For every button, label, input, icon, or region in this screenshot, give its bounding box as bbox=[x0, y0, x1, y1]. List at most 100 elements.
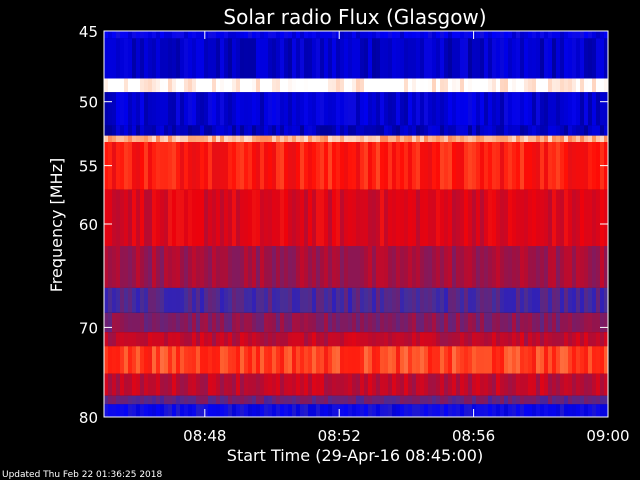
band-texture bbox=[328, 373, 332, 396]
band-texture bbox=[576, 135, 580, 142]
band-texture bbox=[108, 31, 112, 39]
band-texture bbox=[260, 346, 264, 374]
band-texture bbox=[220, 395, 224, 405]
band-texture bbox=[280, 31, 284, 39]
band-texture bbox=[160, 332, 164, 347]
band-texture bbox=[576, 78, 580, 93]
band-texture bbox=[528, 246, 532, 288]
band-texture bbox=[504, 142, 508, 190]
band-texture bbox=[532, 346, 536, 374]
band-texture bbox=[304, 373, 308, 396]
band-texture bbox=[532, 135, 536, 142]
band-texture bbox=[596, 125, 600, 136]
band-texture bbox=[560, 287, 564, 313]
band-texture bbox=[288, 346, 292, 374]
band-texture bbox=[284, 346, 288, 374]
frequency-band bbox=[104, 92, 608, 126]
band-texture bbox=[432, 246, 436, 288]
band-texture bbox=[200, 38, 204, 79]
band-texture bbox=[304, 31, 308, 39]
band-texture bbox=[396, 135, 400, 142]
band-texture bbox=[280, 135, 284, 142]
band-texture bbox=[308, 38, 312, 79]
band-texture bbox=[424, 38, 428, 79]
band-texture bbox=[432, 125, 436, 136]
band-texture bbox=[260, 31, 264, 39]
band-texture bbox=[592, 287, 596, 313]
band-texture bbox=[380, 404, 384, 417]
band-texture bbox=[480, 125, 484, 136]
band-texture bbox=[220, 135, 224, 142]
band-texture bbox=[408, 31, 412, 39]
band-texture bbox=[464, 373, 468, 396]
band-texture bbox=[328, 92, 332, 126]
band-texture bbox=[524, 287, 528, 313]
band-texture bbox=[324, 287, 328, 313]
band-texture bbox=[452, 135, 456, 142]
band-texture bbox=[324, 373, 328, 396]
band-texture bbox=[216, 395, 220, 405]
band-texture bbox=[564, 38, 568, 79]
band-texture bbox=[356, 287, 360, 313]
band-texture bbox=[376, 92, 380, 126]
band-texture bbox=[212, 346, 216, 374]
band-texture bbox=[348, 92, 352, 126]
band-texture bbox=[396, 125, 400, 136]
band-texture bbox=[340, 142, 344, 190]
band-texture bbox=[380, 346, 384, 374]
band-texture bbox=[564, 373, 568, 396]
band-texture bbox=[488, 346, 492, 374]
band-texture bbox=[484, 78, 488, 93]
band-texture bbox=[160, 312, 164, 333]
band-texture bbox=[588, 78, 592, 93]
band-texture bbox=[200, 92, 204, 126]
band-texture bbox=[132, 92, 136, 126]
band-texture bbox=[152, 373, 156, 396]
band-texture bbox=[248, 142, 252, 190]
band-texture bbox=[476, 38, 480, 79]
band-texture bbox=[252, 346, 256, 374]
band-texture bbox=[456, 38, 460, 79]
band-texture bbox=[272, 404, 276, 417]
band-texture bbox=[548, 78, 552, 93]
band-texture bbox=[264, 287, 268, 313]
band-texture bbox=[596, 312, 600, 333]
band-texture bbox=[588, 125, 592, 136]
band-texture bbox=[356, 246, 360, 288]
band-texture bbox=[284, 287, 288, 313]
band-texture bbox=[476, 92, 480, 126]
band-texture bbox=[336, 125, 340, 136]
band-texture bbox=[280, 246, 284, 288]
band-texture bbox=[528, 404, 532, 417]
band-texture bbox=[484, 287, 488, 313]
band-texture bbox=[492, 287, 496, 313]
band-texture bbox=[180, 373, 184, 396]
band-texture bbox=[280, 312, 284, 333]
band-texture bbox=[536, 404, 540, 417]
band-texture bbox=[372, 373, 376, 396]
band-texture bbox=[592, 31, 596, 39]
band-texture bbox=[332, 404, 336, 417]
band-texture bbox=[412, 189, 416, 246]
band-texture bbox=[492, 395, 496, 405]
band-texture bbox=[520, 373, 524, 396]
band-texture bbox=[432, 332, 436, 347]
band-texture bbox=[132, 312, 136, 333]
band-texture bbox=[160, 373, 164, 396]
band-texture bbox=[384, 404, 388, 417]
band-texture bbox=[604, 38, 608, 79]
band-texture bbox=[420, 38, 424, 79]
band-texture bbox=[264, 246, 268, 288]
band-texture bbox=[408, 404, 412, 417]
band-texture bbox=[108, 287, 112, 313]
band-texture bbox=[252, 38, 256, 79]
band-texture bbox=[128, 31, 132, 39]
band-texture bbox=[592, 142, 596, 190]
band-texture bbox=[188, 404, 192, 417]
band-texture bbox=[480, 246, 484, 288]
band-texture bbox=[412, 31, 416, 39]
band-texture bbox=[568, 346, 572, 374]
band-texture bbox=[196, 395, 200, 405]
band-texture bbox=[132, 189, 136, 246]
band-texture bbox=[508, 332, 512, 347]
